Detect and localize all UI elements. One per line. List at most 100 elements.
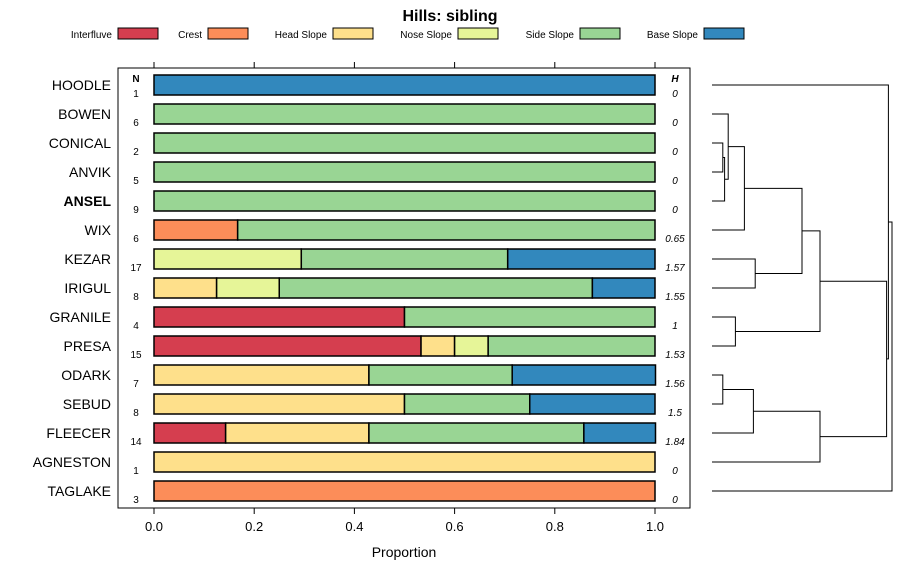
row-anvik-n-count: 5 [133, 176, 139, 187]
x-tick-label: 0.4 [345, 519, 363, 534]
row-wix-segment-crest [153, 219, 239, 241]
x-tick-label: 1.0 [646, 519, 664, 534]
row-fleecer-segment-side-slope [368, 422, 585, 444]
legend-head-slope-swatch [332, 27, 374, 40]
row-odark-h-value: 1.56 [665, 379, 685, 390]
legend-nose-slope-swatch [457, 27, 499, 40]
row-ansel-label: ANSEL [64, 193, 112, 209]
row-irigul: IRIGUL 8 1.55 [64, 277, 685, 303]
dendrogram-branch [735, 230, 821, 332]
row-kezar-segment-nose-slope [153, 248, 303, 270]
row-odark-segment-side-slope [368, 364, 513, 386]
row-wix-h-value: 0.65 [665, 234, 685, 245]
bar-rows: HOODLE 1 0 BOWEN 6 0 CONICAL 2 0 ANVIK 5 0 ANSEL 9 0 WI… [33, 74, 685, 506]
row-anvik: ANVIK 5 0 [69, 161, 678, 187]
row-kezar-label: KEZAR [64, 251, 111, 267]
row-granile-n-count: 4 [133, 321, 139, 332]
dendrogram-branch [712, 389, 754, 434]
row-conical-label: CONICAL [49, 135, 111, 151]
row-kezar-segment-base-slope [506, 248, 656, 270]
row-granile-segment-side-slope [403, 306, 656, 328]
row-taglake-h-value: 0 [672, 495, 678, 506]
row-sebud-n-count: 8 [133, 408, 139, 419]
row-hoodle-n-count: 1 [133, 89, 139, 100]
row-anvik-h-value: 0 [672, 176, 678, 187]
row-odark-n-count: 7 [133, 379, 139, 390]
row-taglake-segment-crest [153, 480, 656, 502]
x-axis: 0.0 0.2 0.4 0.6 0.8 1.0 [145, 62, 664, 534]
legend-interfluve-swatch [117, 27, 159, 40]
row-sebud-segment-head-slope [153, 393, 406, 415]
row-ansel-segment-side-slope [153, 190, 656, 212]
row-fleecer-segment-interfluve [153, 422, 227, 444]
row-irigul-segment-side-slope [278, 277, 594, 299]
row-fleecer-h-value: 1.84 [665, 437, 685, 448]
legend-head-slope-label: Head Slope [275, 30, 328, 41]
row-ansel-n-count: 9 [133, 205, 139, 216]
legend-interfluve-label: Interfluve [71, 30, 113, 41]
row-irigul-h-value: 1.55 [665, 292, 685, 303]
row-irigul-segment-base-slope [591, 277, 656, 299]
row-taglake-n-count: 3 [133, 495, 139, 506]
legend: Interfluve Crest Head Slope Nose Slope Side … [71, 27, 745, 41]
legend-crest-label: Crest [178, 30, 202, 41]
row-granile-segment-interfluve [153, 306, 406, 328]
row-presa-label: PRESA [64, 338, 112, 354]
row-agneston-segment-head-slope [153, 451, 656, 473]
row-irigul-n-count: 8 [133, 292, 139, 303]
row-bowen-h-value: 0 [672, 118, 678, 129]
row-presa-segment-head-slope [420, 335, 456, 357]
row-granile: GRANILE 4 1 [50, 306, 678, 332]
row-bowen-segment-side-slope [153, 103, 656, 125]
row-agneston: AGNESTON 1 0 [33, 451, 678, 477]
row-granile-label: GRANILE [50, 309, 111, 325]
row-wix-n-count: 6 [133, 234, 139, 245]
row-wix-segment-side-slope [236, 219, 656, 241]
dendrogram-branch [712, 374, 724, 405]
row-sebud: SEBUD 8 1.5 [63, 393, 682, 419]
row-agneston-n-count: 1 [133, 466, 139, 477]
row-conical: CONICAL 2 0 [49, 132, 678, 158]
row-kezar-h-value: 1.57 [665, 263, 685, 274]
row-bowen-label: BOWEN [58, 106, 111, 122]
row-kezar: KEZAR 17 1.57 [64, 248, 685, 274]
row-hoodle-label: HOODLE [52, 77, 111, 93]
row-odark-segment-base-slope [511, 364, 657, 386]
row-sebud-h-value: 1.5 [668, 408, 682, 419]
dendrogram-branch [712, 142, 724, 173]
row-presa-h-value: 1.53 [665, 350, 685, 361]
dendrogram-branch [712, 316, 736, 347]
row-presa-segment-nose-slope [453, 335, 489, 357]
row-conical-h-value: 0 [672, 147, 678, 158]
x-tick-label: 0.0 [145, 519, 163, 534]
row-ansel: ANSEL 9 0 [64, 190, 678, 216]
row-fleecer-segment-head-slope [224, 422, 370, 444]
n-column-header: N [132, 74, 139, 85]
row-agneston-h-value: 0 [672, 466, 678, 477]
row-hoodle: HOODLE 1 0 [52, 74, 678, 100]
row-fleecer-n-count: 14 [130, 437, 142, 448]
x-tick-label: 0.8 [546, 519, 564, 534]
dendrogram-branch [712, 258, 756, 289]
row-presa-segment-side-slope [487, 335, 656, 357]
row-bowen-n-count: 6 [133, 118, 139, 129]
row-odark-label: ODARK [61, 367, 111, 383]
row-anvik-label: ANVIK [69, 164, 112, 180]
row-taglake: TAGLAKE 3 0 [47, 480, 678, 506]
x-axis-label: Proportion [372, 544, 437, 560]
row-anvik-segment-side-slope [153, 161, 656, 183]
dendrogram-branch [712, 113, 729, 180]
row-fleecer-label: FLEECER [46, 425, 111, 441]
row-conical-segment-side-slope [153, 132, 656, 154]
row-presa: PRESA 15 1.53 [64, 335, 685, 361]
row-kezar-n-count: 17 [130, 263, 142, 274]
legend-side-slope-swatch [579, 27, 621, 40]
row-ansel-h-value: 0 [672, 205, 678, 216]
row-irigul-label: IRIGUL [64, 280, 111, 296]
row-odark-segment-head-slope [153, 364, 370, 386]
row-irigul-segment-nose-slope [215, 277, 280, 299]
row-wix: WIX 6 0.65 [85, 219, 685, 245]
row-kezar-segment-side-slope [300, 248, 509, 270]
x-tick-label: 0.6 [446, 519, 464, 534]
